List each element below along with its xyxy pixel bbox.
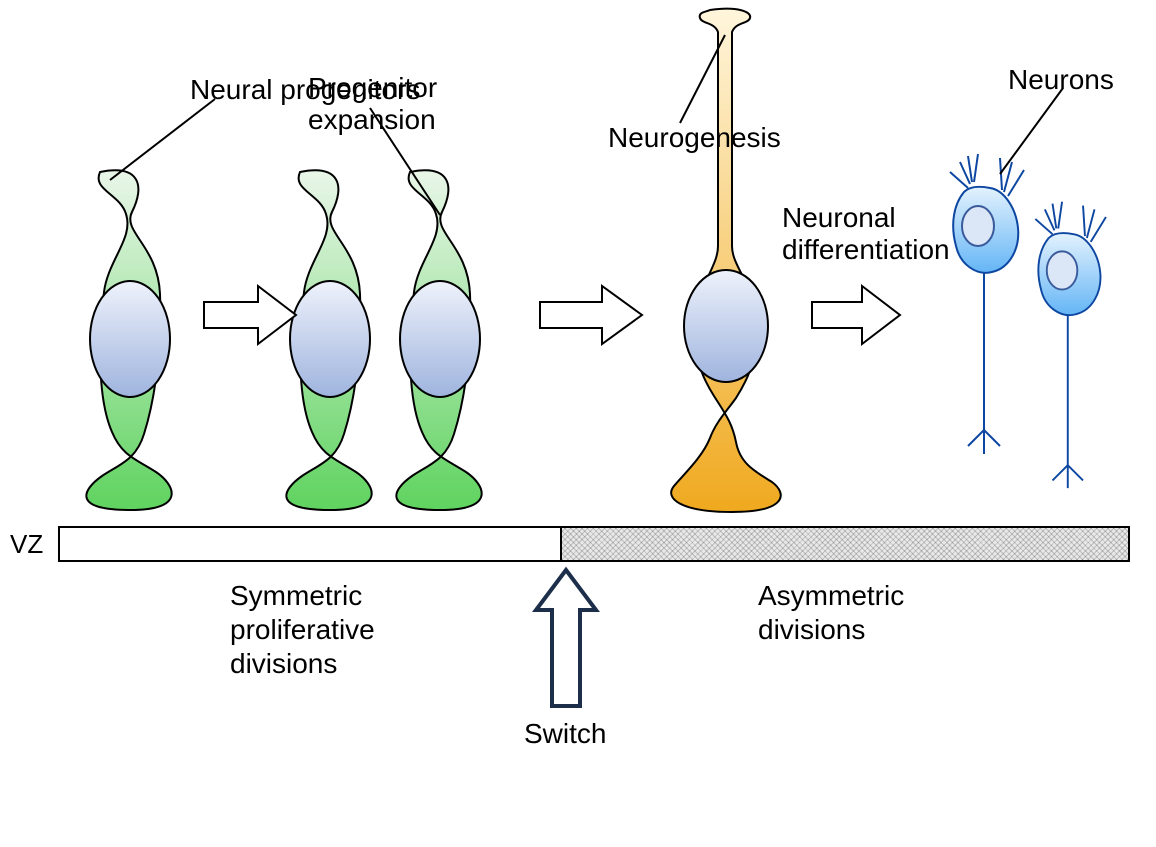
label-under-neurogenesis-l1: Asymmetric (758, 578, 904, 613)
label-differentiation-l1: Neuronal (782, 200, 896, 235)
label-expansion-l2: expansion (308, 102, 436, 137)
label-under-expansion-l1: Symmetric (230, 578, 362, 613)
label-vz: VZ (10, 528, 43, 561)
label-under-expansion-l2: proliferative (230, 612, 375, 647)
label-neurogenesis: Neurogenesis (608, 120, 781, 155)
label-neurons: Neurons (1008, 62, 1114, 97)
label-differentiation-l2: differentiation (782, 232, 950, 267)
label-under-expansion-l3: divisions (230, 646, 337, 681)
label-under-neurogenesis-l2: divisions (758, 612, 865, 647)
diagram-canvas: Neural progenitors Progenitor expansion … (0, 0, 1156, 847)
label-switch: Switch (524, 716, 606, 751)
label-expansion-l1: Progenitor (308, 70, 437, 105)
